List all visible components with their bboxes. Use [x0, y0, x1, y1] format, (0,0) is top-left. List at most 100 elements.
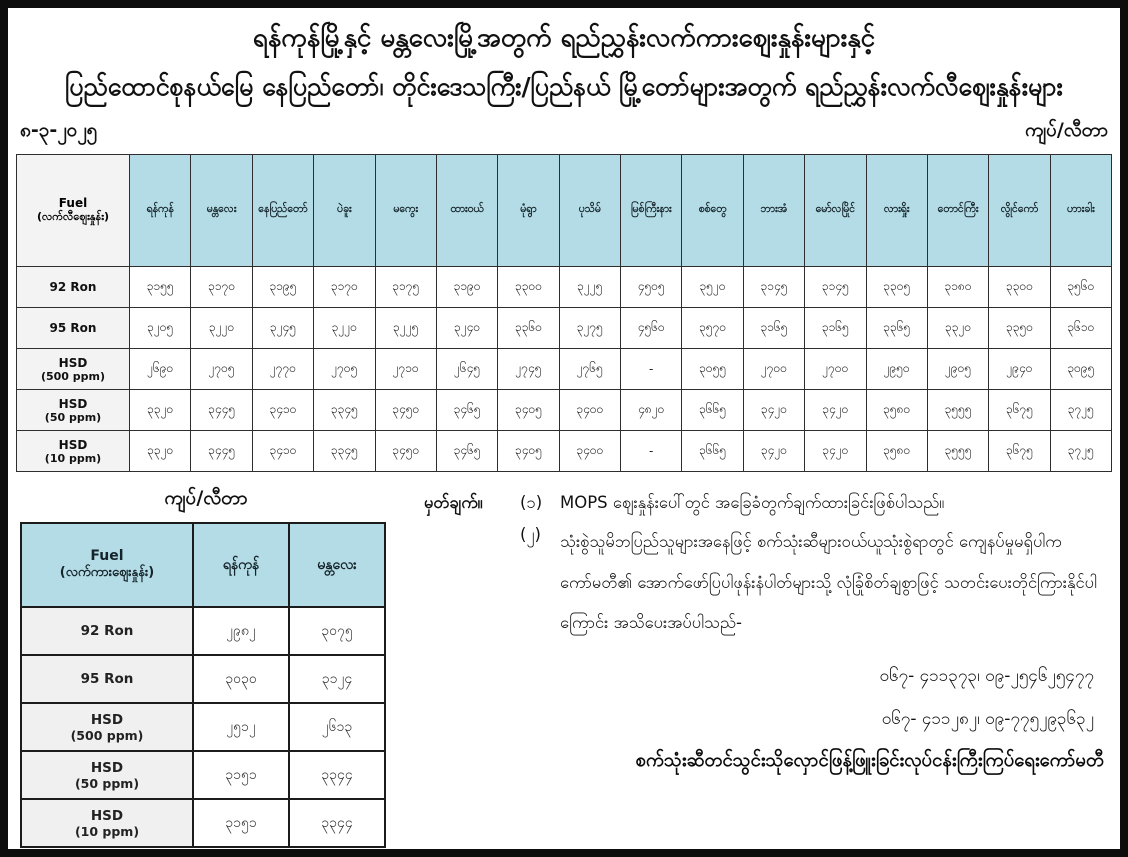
retail-price-cell: ၃၁၆၅: [742, 307, 806, 349]
retail-price-cell: ၃၁၇၅: [374, 266, 437, 308]
retail-price-cell: ၂၇၁၀: [374, 348, 437, 390]
retail-price-cell: ၃၄၀၀: [558, 389, 622, 431]
wholesale-header-row: Fuel (လက်ကားဈေးနှုန်း) ရန်ကုန် မန္တလေး: [20, 522, 386, 608]
retail-price-cell: ၃၂၇၅: [558, 307, 622, 349]
retail-price-cell: ၃၁၈၀: [926, 266, 990, 308]
wholesale-price-cell: ၃၃၄၄: [288, 798, 386, 848]
retail-price-cell: ၃၁၆၅: [804, 307, 867, 349]
retail-city-header: တောင်ကြီး: [926, 154, 990, 267]
retail-corner-line2: (လက်လီဈေးနှုန်း): [36, 209, 110, 223]
retail-price-cell: ၃၁၅၅: [128, 266, 192, 308]
retail-price-cell: ၃၁၉၀: [435, 266, 499, 308]
wholesale-block: ကျပ်/လီတာ Fuel (လက်ကားဈေးနှုန်း) ရန်ကုန်…: [20, 484, 392, 848]
wholesale-price-cell: ၃၀၇၅: [288, 606, 386, 656]
retail-price-cell: ၂၆၄၅: [435, 348, 499, 390]
retail-price-cell: ၃၂၂၅: [374, 307, 437, 349]
retail-price-cell: ၃၂၂၀: [313, 307, 376, 349]
retail-fuel-label: 92 Ron: [16, 266, 130, 308]
retail-price-cell: ၃၃၀၅: [865, 266, 928, 308]
wholesale-price-cell: ၃၁၅၁: [192, 750, 290, 800]
bottom-section: ကျပ်/လီတာ Fuel (လက်ကားဈေးနှုန်း) ရန်ကုန်…: [8, 484, 1120, 848]
retail-price-cell: ၃၆၆၅: [681, 389, 744, 431]
retail-price-cell: ၃၂၂၀: [190, 307, 253, 349]
retail-price-cell: ၃၄၅၀: [374, 389, 437, 431]
retail-price-cell: ၃၃၄၅: [313, 430, 376, 472]
note-item-2: (၂) သုံးစွဲသူမိဘပြည်သူများအနေဖြင့် စက်သု…: [424, 522, 1108, 643]
retail-price-table: Fuel (လက်လီဈေးနှုန်း) ရန်ကုန် မန္တလေး နေပြ…: [16, 154, 1113, 472]
note-2-number: (၂): [520, 525, 541, 545]
wholesale-data-row: HSD (10 ppm) ၃၁၅၁ ၃၃၄၄: [20, 798, 386, 848]
retail-city-header: စစ်တွေ: [681, 154, 744, 267]
retail-price-cell: ၃၄၄၅: [190, 430, 253, 472]
retail-price-cell: ၃၃၂၀: [926, 307, 990, 349]
retail-data-row: HSD (500 ppm) ၂၆၉၀ ၂၇၀၅ ၂၇၇၀ ၂၇၀၅ ၂၇၁၀ ၂၆၄၅ ၂၇၄၅…: [16, 348, 1113, 390]
phone-numbers: ဝ၆၇- ၄၁၁၃၇၃၊ ဝ၉-၂၅၄၆၂၅၄၇၇ ဝ၆၇- ၄၁၁၂၈၂၊ ဝ…: [424, 662, 1108, 734]
retail-price-cell: ၃၅၅၅: [926, 430, 990, 472]
retail-city-header: ပဲခူး: [313, 154, 376, 267]
retail-price-cell: ၂၇၀၅: [190, 348, 253, 390]
committee-name: စက်သုံးဆီတင်သွင်းသိုလှောင်ဖြန့်ဖြူးခြင်း…: [635, 750, 1104, 772]
retail-price-cell: ၃၃၀၀: [497, 266, 560, 308]
page-title-line1: ရန်ကုန်မြို့နှင့် မန္တလေးမြို့အတွက် ရည်ည…: [252, 23, 876, 53]
retail-fuel-label: 95 Ron: [16, 307, 130, 349]
retail-price-cell: ၂၆၉၀: [128, 348, 192, 390]
wholesale-city-header: ရန်ကုန်: [192, 522, 290, 608]
retail-city-header: ပုသိမ်: [558, 154, 622, 267]
retail-price-cell: ၃၄၂၀: [742, 430, 806, 472]
note-1-number: (၁): [520, 493, 543, 512]
retail-city-header: လွိုင်ကော်: [988, 154, 1051, 267]
retail-price-cell: ၃၄၂၀: [742, 389, 806, 431]
retail-price-cell: ၃၄၂၀: [804, 389, 867, 431]
retail-price-cell: ၃၇၂၅: [1049, 389, 1113, 431]
wholesale-price-cell: ၃၃၄၄: [288, 750, 386, 800]
notes-block: မှတ်ချက်။ (၁) MOPS ဈေးနှုန်းပေါ်တွင် အခြ…: [392, 484, 1108, 776]
retail-price-cell: ၃၄၅၀: [374, 430, 437, 472]
retail-price-cell: ၂၇၀၀: [804, 348, 867, 390]
retail-price-cell: ၃၄၂၀: [804, 430, 867, 472]
retail-price-cell: ၃၁၇၀: [313, 266, 376, 308]
retail-price-cell: ၃၄၆၅: [435, 430, 499, 472]
unit-label-retail: ကျပ်/လီတာ: [1025, 119, 1108, 141]
retail-price-cell: ၃၃၀၀: [988, 266, 1051, 308]
retail-price-cell: ၃၄၆၅: [435, 389, 499, 431]
retail-price-cell: ၂၉၅၀: [865, 348, 928, 390]
retail-fuel-label: HSD (50 ppm): [16, 389, 130, 431]
wholesale-fuel-label: HSD (50 ppm): [20, 750, 194, 800]
retail-price-cell: ၄၅၀၅: [619, 266, 683, 308]
retail-data-row: HSD (50 ppm) ၃၃၂၀ ၃၄၄၅ ၃၄၁၀ ၃၃၄၅ ၃၄၅၀ ၃၄၆၅ ၃၄၀၅၃…: [16, 389, 1113, 431]
retail-price-cell: ၂၇၆၅: [558, 348, 622, 390]
retail-price-cell: ၃၄၀၀: [558, 430, 622, 472]
retail-price-cell: ၂၇၄၅: [497, 348, 560, 390]
retail-price-cell: ၃၃၄၅: [313, 389, 376, 431]
wholesale-fuel-label: 95 Ron: [20, 654, 194, 704]
retail-price-cell: ၃၅၈၀: [865, 389, 928, 431]
retail-city-header: မန္တလေး: [190, 154, 253, 267]
retail-data-row: HSD (10 ppm) ၃၃၂၀ ၃၄၄၅ ၃၄၁၀ ၃၃၄၅ ၃၄၅၀ ၃၄၆၅ ၃၄၀၅၃…: [16, 430, 1113, 472]
meta-row: ၈-၃-၂၀၂၅ ကျပ်/လီတာ: [8, 118, 1120, 146]
retail-price-cell: ၄၅၆၀: [619, 307, 683, 349]
retail-price-cell: ၃၂၄၅: [251, 307, 315, 349]
retail-price-cell: ၃၃၆၅: [865, 307, 928, 349]
retail-city-header: နေပြည်တော်: [251, 154, 315, 267]
retail-price-cell: ၃၄၀၅: [497, 389, 560, 431]
wholesale-corner-line1: Fuel: [90, 547, 124, 564]
retail-price-cell: ၃၇၂၅: [1049, 430, 1113, 472]
retail-city-header: ရန်ကုန်: [128, 154, 192, 267]
wholesale-price-table: Fuel (လက်ကားဈေးနှုန်း) ရန်ကုန် မန္တလေး 92…: [20, 522, 386, 848]
retail-fuel-label: HSD (10 ppm): [16, 430, 130, 472]
phone-line-2: ဝ၆၇- ၄၁၁၂၈၂၊ ဝ၉-၇၇၅၂၉၃၆၃၂: [881, 708, 1094, 729]
retail-price-cell: ၃၀၅၅: [681, 348, 744, 390]
wholesale-fuel-label: 92 Ron: [20, 606, 194, 656]
retail-data-row: 92 Ron ၃၁၅၅ ၃၁၇၀ ၃၁၉၅ ၃၁၇၀ ၃၁၇၅ ၃၁၉၀ ၃၃၀၀ ၃၂၂၅ ၄၅…: [16, 266, 1113, 308]
retail-price-cell: ၃၃၅၀: [988, 307, 1051, 349]
retail-price-cell: ၂၇၇၀: [251, 348, 315, 390]
retail-price-cell: ၃၂၀၅: [128, 307, 192, 349]
wholesale-fuel-label: HSD (10 ppm): [20, 798, 194, 848]
retail-city-header: မော်လမြိုင်: [804, 154, 867, 267]
retail-price-cell: ၃၅၇၀: [681, 307, 744, 349]
notes-label: မှတ်ချက်။: [424, 493, 483, 512]
retail-price-cell: ၃၃၂၀: [128, 389, 192, 431]
retail-price-cell: ၃၃၂၀: [128, 430, 192, 472]
retail-price-cell: ၃၅၅၅: [926, 389, 990, 431]
wholesale-data-row: HSD (500 ppm) ၂၅၁၂ ၂၆၁၃: [20, 702, 386, 752]
